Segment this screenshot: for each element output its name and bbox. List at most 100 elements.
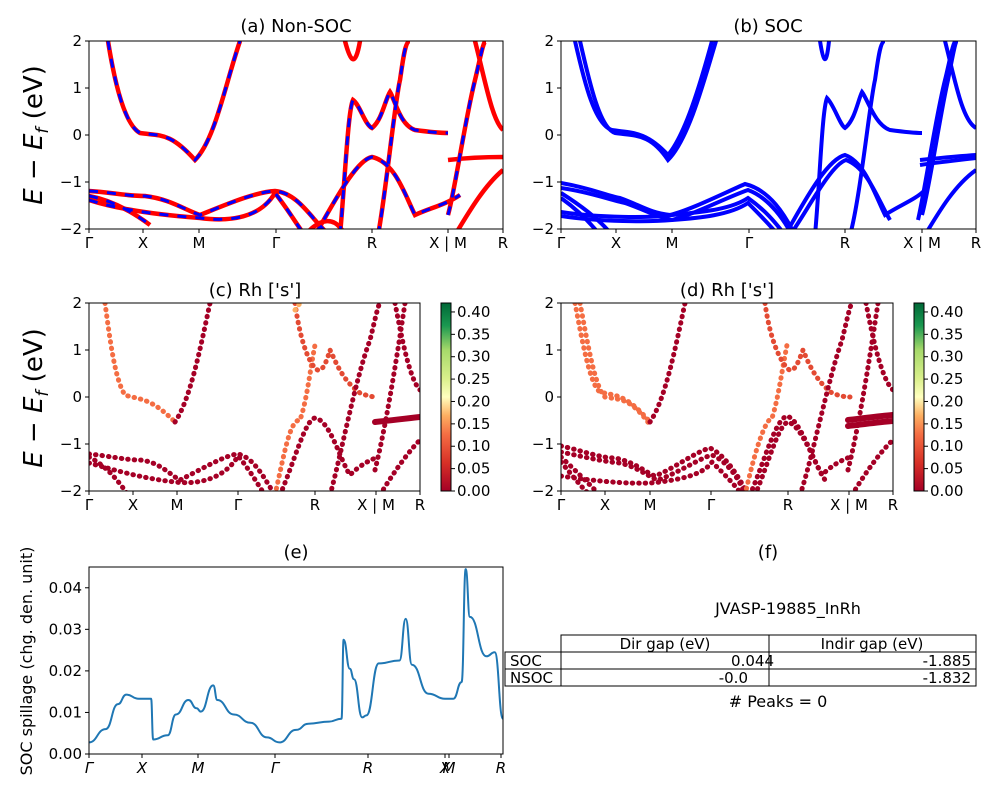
panel-c-yticks: 2 1 0 −1 −2	[60, 294, 89, 500]
panel-a-ytick-label: 0	[72, 126, 82, 144]
panel-c-ytick-label: 0	[72, 388, 82, 406]
panel-c-colorbar	[440, 302, 452, 492]
panel-a-ytick-label: −2	[60, 220, 82, 238]
panel-d-cbtick-label: 0.40	[930, 303, 963, 321]
panel-e-xtick-label: X	[439, 759, 451, 777]
panel-a-ylabel: E − Ef (eV)	[19, 65, 53, 205]
table-row-soc-label: SOC	[510, 652, 542, 670]
panel-d-cbtick-label: 0.30	[930, 348, 963, 366]
panel-d-colorbar	[913, 302, 925, 492]
panel-a-xtick-label: M	[193, 234, 206, 252]
panel-c-ytick-label: −1	[60, 435, 82, 453]
panel-d-xtick-label: X | M	[830, 496, 868, 514]
panel-a-bands	[89, 41, 503, 229]
panel-d-cbtick-label: 0.00	[930, 482, 963, 500]
table-header-dir-gap: Dir gap (eV)	[620, 635, 711, 653]
panel-b-xtick-label: Γ	[557, 234, 566, 252]
panel-b-yticks: 2 1 0 −1 −2	[532, 32, 561, 238]
panel-e-xtick-label: M	[192, 759, 205, 777]
panel-d-ytick-label: 1	[544, 341, 554, 359]
panel-c-cbtick-label: 0.00	[457, 482, 490, 500]
non-soc-bands-blue	[89, 41, 488, 229]
panel-c-cbtick-label: 0.30	[457, 348, 490, 366]
panel-b-xtick-label: R	[971, 234, 981, 252]
panel-b-ytick-label: 1	[544, 79, 554, 97]
panel-c-colorbar-ticks: 0.40 0.35 0.30 0.25 0.20 0.15 0.10 0.05 0.00	[451, 303, 490, 500]
panel-d-cbtick-label: 0.25	[930, 370, 963, 388]
panel-c-title: (c) Rh ['s']	[209, 280, 302, 301]
panel-d-xtick-label: R	[783, 496, 793, 514]
table-row-nsoc-indir: -1.832	[923, 669, 971, 687]
panel-b-ytick-label: −1	[532, 173, 554, 191]
gap-table	[504, 634, 977, 687]
panel-c-ytick-label: 1	[72, 341, 82, 359]
panel-d-cbtick-label: 0.05	[930, 460, 963, 478]
panel-a-ytick-label: −1	[60, 173, 82, 191]
panel-d-cbtick-label: 0.20	[930, 392, 963, 410]
panel-d-xtick-label: R	[888, 496, 898, 514]
spillage-line	[88, 568, 504, 744]
panel-d-ytick-label: 2	[544, 294, 554, 312]
panel-e-frame	[88, 566, 504, 755]
panel-c-xticks: Γ X M Γ R X | M R	[85, 491, 425, 514]
panel-a-title: (a) Non-SOC	[240, 16, 351, 37]
panel-d-ytick-label: −1	[532, 435, 554, 453]
panel-b-xtick-label: X	[611, 234, 621, 252]
panel-c-cbtick-label: 0.05	[457, 460, 490, 478]
panel-d-ytick-label: 0	[544, 388, 554, 406]
table-row-soc-indir: -1.885	[923, 652, 971, 670]
panel-a-xticks: Γ X M Γ R X | M R	[85, 229, 508, 252]
panel-c-cbtick-label: 0.10	[457, 437, 490, 455]
panel-d: (d) Rh ['s'] 2 1 0 −1 −2 Γ X M Γ R X | M R 0.40 0.3…	[532, 280, 964, 514]
panel-c-xtick-label: Γ	[85, 496, 94, 514]
panel-c-cbtick-label: 0.25	[457, 370, 490, 388]
table-row-nsoc-label: NSOC	[510, 669, 553, 687]
panel-e-ytick-label: 0.00	[49, 745, 82, 763]
panel-b-title: (b) SOC	[733, 16, 802, 37]
panel-e-ytick-label: 0.04	[49, 579, 82, 597]
panel-a-xtick-label: R	[498, 234, 508, 252]
panel-e-ytick-label: 0.02	[49, 662, 82, 680]
panel-c: (c) Rh ['s'] E − Ef (eV) 2 1 0 −1 −2 Γ X M Γ R X …	[19, 280, 490, 514]
panel-b-xtick-label: X | M	[903, 234, 941, 252]
panel-a-xtick-label: X | M	[429, 234, 467, 252]
panel-a-xtick-label: R	[367, 234, 377, 252]
panel-d-xtick-label: X	[600, 496, 610, 514]
panel-f: (f) JVASP-19885_InRh Dir gap (eV) Indir …	[504, 542, 977, 711]
panel-c-ytick-label: 2	[72, 294, 82, 312]
panel-d-xtick-label: Γ	[707, 496, 716, 514]
panel-c-points	[89, 303, 420, 491]
panel-e-xtick-label: X	[136, 759, 148, 777]
panel-b-xticks: Γ X M Γ R X | M R	[557, 229, 981, 252]
soc-bands	[561, 41, 976, 229]
panel-c-xtick-label: R	[310, 496, 320, 514]
panel-c-cbtick-label: 0.15	[457, 415, 490, 433]
panel-c-ylabel: E − Ef (eV)	[19, 328, 53, 468]
panel-c-xtick-label: X | M	[357, 496, 395, 514]
panel-a-xtick-label: Γ	[85, 234, 94, 252]
panel-c-cbtick-label: 0.40	[457, 303, 490, 321]
panel-b-ytick-label: 2	[544, 32, 554, 50]
panel-c-ytick-label: −2	[60, 482, 82, 500]
panel-c-xtick-label: R	[415, 496, 425, 514]
table-row-nsoc-dir: -0.0	[719, 669, 748, 687]
table-row-soc-dir: 0.044	[731, 652, 774, 670]
panel-e-yticks: 0.04 0.03 0.02 0.01 0.00	[49, 579, 89, 763]
table-header-indir-gap: Indir gap (eV)	[821, 635, 924, 653]
panel-d-ytick-label: −2	[532, 482, 554, 500]
panel-e-xtick-label: Γ	[271, 759, 281, 777]
panel-b-ytick-label: 0	[544, 126, 554, 144]
panel-e-xtick-label: R	[363, 759, 373, 777]
panel-d-points	[561, 303, 893, 491]
panel-e-xticks: Γ X M Γ R XM R	[85, 754, 506, 777]
table-footer: # Peaks = 0	[729, 692, 828, 711]
panel-a-yticks: 2 1 0 −1 −2	[60, 32, 89, 238]
panel-b-ytick-label: −2	[532, 220, 554, 238]
panel-e-xtick-label: M	[443, 759, 456, 777]
panel-d-xticks: Γ X M Γ R X | M R	[557, 491, 898, 514]
panel-a-ytick-label: 1	[72, 79, 82, 97]
panel-c-xtick-label: Γ	[234, 496, 243, 514]
panel-b-xtick-label: Γ	[745, 234, 754, 252]
panel-c-cbtick-label: 0.20	[457, 392, 490, 410]
panel-d-title: (d) Rh ['s']	[680, 280, 774, 301]
